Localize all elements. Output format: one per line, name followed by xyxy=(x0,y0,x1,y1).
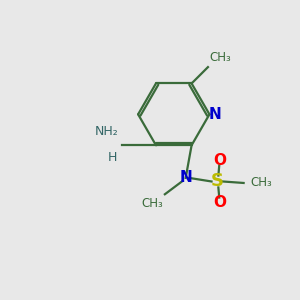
Text: CH₃: CH₃ xyxy=(142,197,164,210)
Text: CH₃: CH₃ xyxy=(250,176,272,190)
Text: O: O xyxy=(213,195,226,210)
Text: N: N xyxy=(208,107,221,122)
Text: CH₃: CH₃ xyxy=(209,51,231,64)
Text: O: O xyxy=(213,153,226,168)
Text: S: S xyxy=(210,172,224,190)
Text: N: N xyxy=(179,170,192,185)
Text: H: H xyxy=(108,151,118,164)
Text: NH₂: NH₂ xyxy=(95,125,119,138)
